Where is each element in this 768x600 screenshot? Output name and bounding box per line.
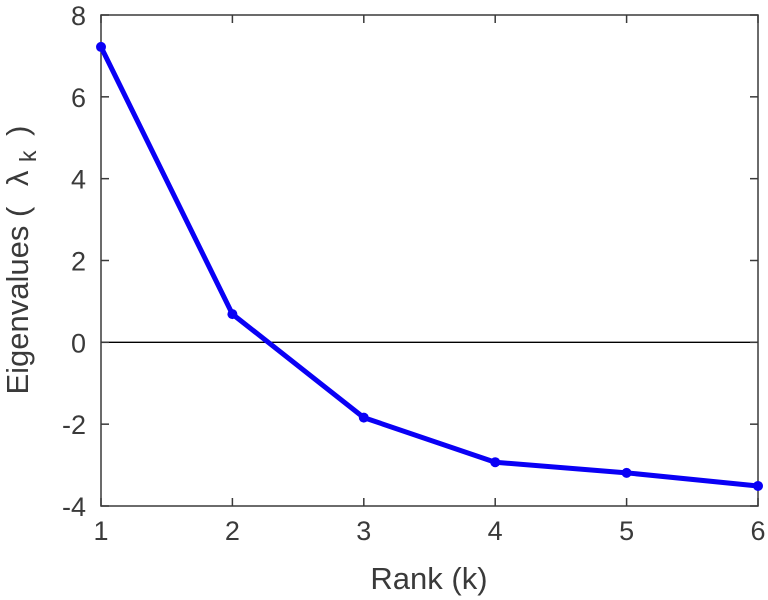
data-point-6: [753, 480, 763, 491]
y-axis-label: Eigenvalues ( λ k ): [0, 125, 43, 394]
plot-frame: [100, 14, 759, 507]
data-point-5: [621, 467, 632, 478]
y-tick-label-7: -4: [62, 492, 86, 522]
y-tick-label-3: 4: [71, 165, 86, 195]
y-tick-label-6: -2: [62, 410, 86, 440]
x-tick-label-1: 1: [93, 516, 108, 546]
x-tick-label-2: 2: [225, 516, 240, 546]
y-axis-label-text: Eigenvalues (: [0, 206, 35, 395]
x-axis-label: Rank (k): [370, 561, 487, 596]
y-tick-label-4: 2: [71, 247, 86, 277]
x-tick-label-6: 6: [750, 516, 765, 546]
data-point-4: [490, 457, 501, 468]
series-layer: [96, 41, 763, 491]
y-tick-label-5: 0: [71, 328, 86, 358]
y-tick-label-1: 8: [71, 1, 86, 31]
plot-area-border: [100, 14, 759, 507]
ticks-layer: 1 2 3 4 5 6 8 6 4 2 0 -2 -4: [62, 1, 766, 546]
y-axis-label-close: ): [0, 125, 35, 135]
data-point-3: [358, 412, 369, 423]
x-tick-label-3: 3: [356, 516, 371, 546]
data-point-1: [96, 41, 106, 52]
y-tick-label-2: 6: [71, 83, 86, 113]
data-point-2: [227, 309, 238, 320]
lambda-subscript: k: [15, 150, 41, 162]
x-tick-label-4: 4: [488, 516, 503, 546]
series-line-1: [98, 44, 761, 489]
lambda-symbol: λ: [0, 170, 35, 186]
x-tick-label-5: 5: [619, 516, 634, 546]
